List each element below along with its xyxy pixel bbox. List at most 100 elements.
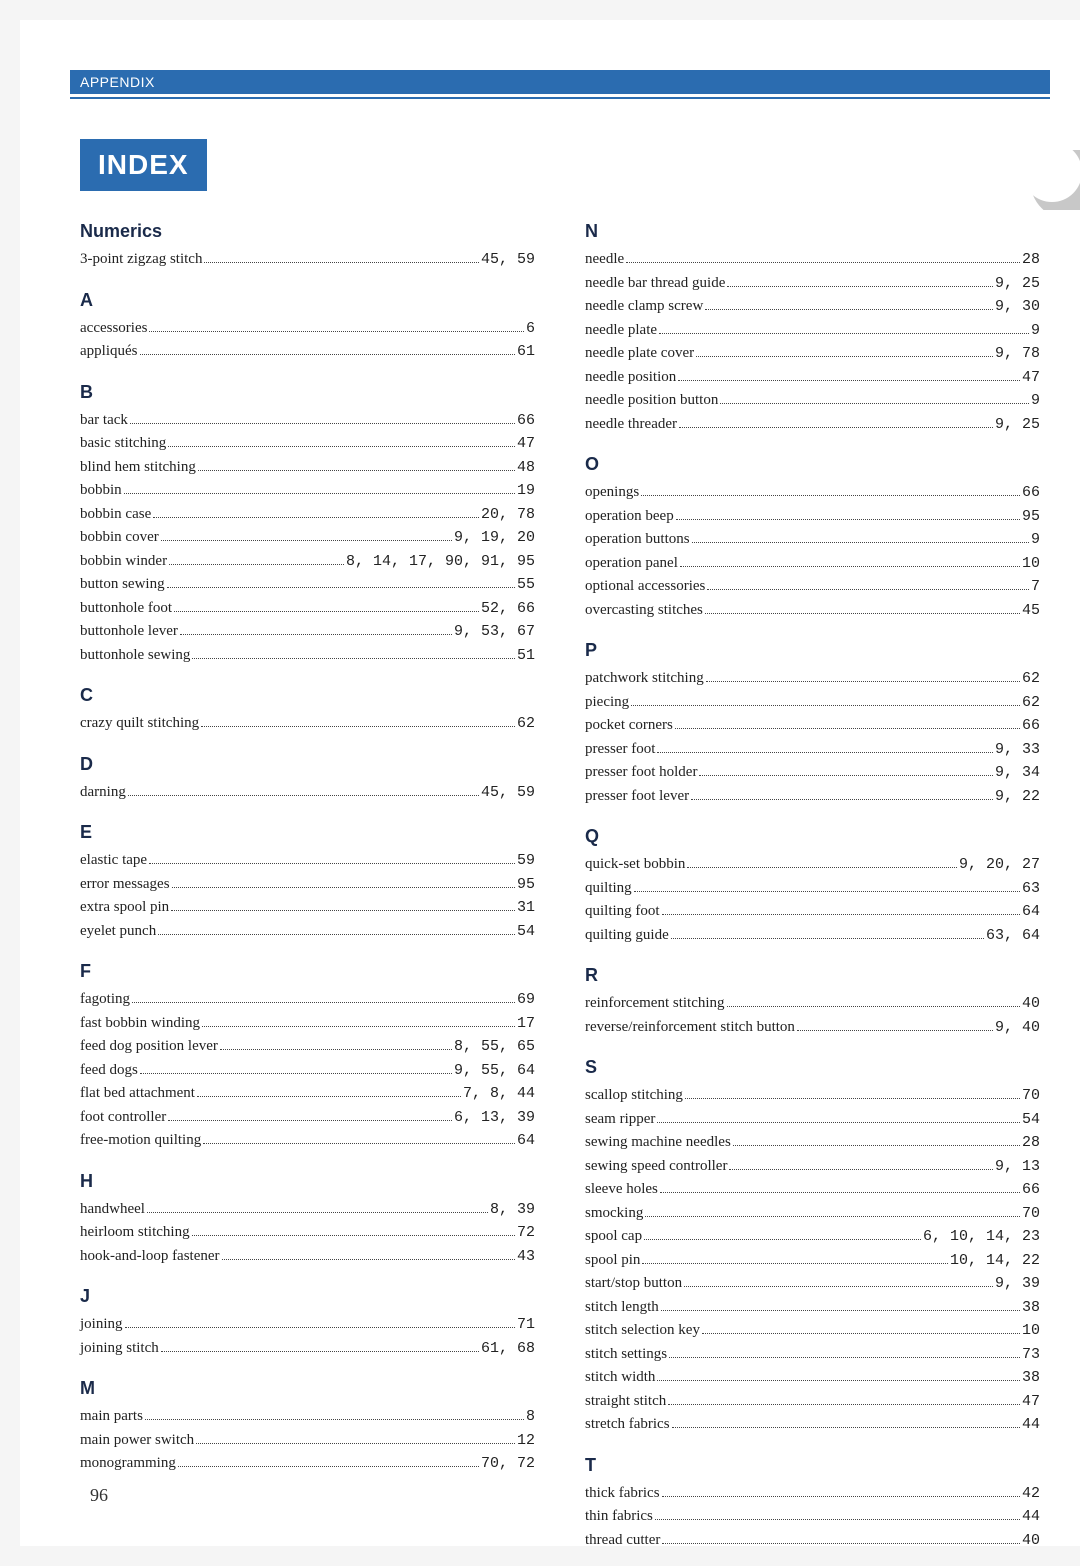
- index-entry: stitch settings73: [585, 1343, 1040, 1367]
- leader-dots: [178, 1466, 479, 1467]
- index-pages: 20, 78: [481, 504, 535, 527]
- index-entry: optional accessories7: [585, 575, 1040, 599]
- index-pages: 47: [1022, 367, 1040, 390]
- document-page: APPENDIX INDEX Numerics3-point zigzag st…: [20, 20, 1080, 1546]
- index-entry: operation buttons9: [585, 528, 1040, 552]
- leader-dots: [720, 403, 1029, 404]
- index-entry: needle28: [585, 248, 1040, 272]
- index-entry: eyelet punch54: [80, 920, 535, 944]
- leader-dots: [679, 427, 993, 428]
- right-column: Nneedle28needle bar thread guide9, 25nee…: [585, 221, 1040, 1552]
- leader-dots: [192, 1235, 515, 1236]
- index-term: error messages: [80, 873, 170, 896]
- index-pages: 9, 33: [995, 739, 1040, 762]
- index-term: stitch selection key: [585, 1319, 700, 1342]
- index-pages: 9: [1031, 320, 1040, 343]
- index-term: basic stitching: [80, 432, 166, 455]
- index-pages: 61: [517, 341, 535, 364]
- index-term: heirloom stitching: [80, 1221, 190, 1244]
- index-term: straight stitch: [585, 1390, 666, 1413]
- leader-dots: [668, 1404, 1020, 1405]
- index-pages: 44: [1022, 1414, 1040, 1437]
- index-term: reinforcement stitching: [585, 992, 725, 1015]
- index-entry: openings 66: [585, 481, 1040, 505]
- leader-dots: [124, 493, 515, 494]
- index-entry: handwheel8, 39: [80, 1198, 535, 1222]
- leader-dots: [727, 286, 993, 287]
- index-entry: stitch length38: [585, 1296, 1040, 1320]
- index-pages: 47: [1022, 1391, 1040, 1414]
- index-pages: 64: [517, 1130, 535, 1153]
- index-term: quilting: [585, 877, 632, 900]
- index-entry: needle plate cover9, 78: [585, 342, 1040, 366]
- index-term: main parts: [80, 1405, 143, 1428]
- index-pages: 10, 14, 22: [950, 1250, 1040, 1273]
- leader-dots: [634, 891, 1020, 892]
- index-entry: reverse/reinforcement stitch button9, 40: [585, 1016, 1040, 1040]
- index-pages: 66: [1022, 715, 1040, 738]
- index-entry: presser foot9, 33: [585, 738, 1040, 762]
- leader-dots: [153, 517, 479, 518]
- index-entry: needle clamp screw9, 30: [585, 295, 1040, 319]
- leader-dots: [167, 587, 515, 588]
- index-pages: 28: [1022, 1132, 1040, 1155]
- index-section-head: Q: [585, 826, 1040, 847]
- index-term: start/stop button: [585, 1272, 682, 1295]
- index-term: smocking: [585, 1202, 643, 1225]
- index-pages: 9: [1031, 390, 1040, 413]
- leader-dots: [196, 1443, 515, 1444]
- index-term: needle clamp screw: [585, 295, 703, 318]
- index-term: quick-set bobbin: [585, 853, 685, 876]
- index-term: buttonhole foot: [80, 597, 172, 620]
- index-pages: 63: [1022, 878, 1040, 901]
- index-entry: hook-and-loop fastener43: [80, 1245, 535, 1269]
- index-term: openings: [585, 481, 639, 504]
- index-term: hook-and-loop fastener: [80, 1245, 220, 1268]
- leader-dots: [149, 331, 524, 332]
- index-term: elastic tape: [80, 849, 147, 872]
- leader-dots: [125, 1327, 515, 1328]
- index-pages: 63, 64: [986, 925, 1040, 948]
- index-pages: 38: [1022, 1367, 1040, 1390]
- leader-dots: [702, 1333, 1020, 1334]
- leader-dots: [222, 1259, 515, 1260]
- index-pages: 45, 59: [481, 782, 535, 805]
- index-entry: joining71: [80, 1313, 535, 1337]
- index-section-head: P: [585, 640, 1040, 661]
- index-entry: bobbin cover9, 19, 20: [80, 526, 535, 550]
- index-section-head: Numerics: [80, 221, 535, 242]
- index-term: sleeve holes: [585, 1178, 658, 1201]
- index-pages: 62: [1022, 692, 1040, 715]
- leader-dots: [687, 867, 957, 868]
- index-term: flat bed attachment: [80, 1082, 195, 1105]
- index-entry: smocking70: [585, 1202, 1040, 1226]
- index-pages: 64: [1022, 901, 1040, 924]
- index-entry: heirloom stitching72: [80, 1221, 535, 1245]
- index-term: operation beep: [585, 505, 674, 528]
- index-pages: 51: [517, 645, 535, 668]
- index-pages: 9, 19, 20: [454, 527, 535, 550]
- leader-dots: [657, 752, 993, 753]
- index-pages: 6: [526, 318, 535, 341]
- leader-dots: [641, 495, 1020, 496]
- index-pages: 38: [1022, 1297, 1040, 1320]
- leader-dots: [203, 1143, 515, 1144]
- index-term: joining: [80, 1313, 123, 1336]
- index-term: stitch width: [585, 1366, 655, 1389]
- index-term: bobbin case: [80, 503, 151, 526]
- index-term: needle threader: [585, 413, 677, 436]
- leader-dots: [706, 681, 1020, 682]
- leader-dots: [797, 1030, 993, 1031]
- leader-dots: [161, 1351, 479, 1352]
- index-entry: stitch selection key10: [585, 1319, 1040, 1343]
- index-pages: 40: [1022, 1530, 1040, 1553]
- index-section-head: C: [80, 685, 535, 706]
- leader-dots: [727, 1006, 1020, 1007]
- leader-dots: [220, 1049, 452, 1050]
- index-entry: fast bobbin winding17: [80, 1012, 535, 1036]
- index-entry: main parts8: [80, 1405, 535, 1429]
- index-term: accessories: [80, 317, 147, 340]
- index-entry: quick-set bobbin9, 20, 27: [585, 853, 1040, 877]
- index-pages: 66: [1022, 482, 1040, 505]
- index-pages: 9, 53, 67: [454, 621, 535, 644]
